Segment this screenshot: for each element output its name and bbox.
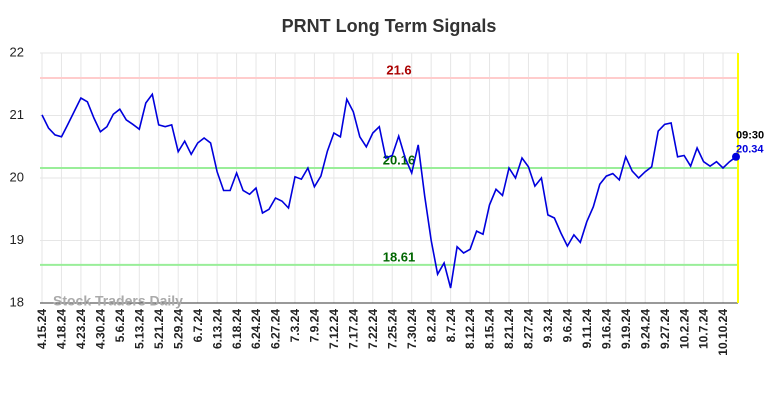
x-tick-label: 7.22.24 [366,309,380,349]
y-tick-label: 20 [10,169,24,184]
x-tick-label: 8.15.24 [483,309,497,349]
x-tick-label: 9.24.24 [638,309,652,349]
last-point [732,152,740,161]
x-tick-label: 9.16.24 [599,309,613,349]
x-tick-label: 6.7.24 [191,309,205,343]
x-tick-label: 4.15.24 [35,309,49,349]
x-tick-label: 7.9.24 [308,309,322,343]
y-tick-label: 22 [10,44,24,59]
x-tick-label: 5.21.24 [152,309,166,349]
watermark: Stock Traders Daily [53,293,183,309]
x-tick-label: 6.18.24 [230,309,244,349]
x-tick-label: 5.6.24 [113,309,127,343]
x-tick-label: 9.19.24 [619,309,633,349]
x-tick-label: 8.7.24 [444,309,458,343]
x-tick-label: 9.27.24 [658,309,672,349]
x-tick-label: 10.2.24 [677,309,691,349]
x-tick-label: 9.11.24 [580,309,594,349]
y-tick-label: 19 [10,232,24,247]
x-tick-label: 9.6.24 [561,309,575,343]
x-tick-label: 9.3.24 [541,309,555,343]
signal-label: 18.61 [383,249,416,264]
x-tick-label: 7.12.24 [327,309,341,349]
signal-label: 20.16 [383,152,416,167]
y-tick-label: 18 [10,294,24,309]
x-tick-label: 10.10.24 [716,309,730,356]
x-tick-label: 8.2.24 [424,309,438,343]
x-tick-label: 7.17.24 [346,309,360,349]
chart-title: PRNT Long Term Signals [282,16,497,36]
x-tick-label: 8.12.24 [463,309,477,349]
x-tick-label: 6.13.24 [210,309,224,349]
last-value: 20.34 [736,144,764,156]
x-tick-label: 7.30.24 [405,309,419,349]
signal-label: 21.6 [386,62,411,77]
x-tick-label: 4.18.24 [55,309,69,349]
x-tick-label: 8.27.24 [522,309,536,349]
x-tick-label: 5.29.24 [171,309,185,349]
x-tick-label: 5.13.24 [132,309,146,349]
x-tick-label: 7.3.24 [288,309,302,343]
x-tick-label: 7.25.24 [385,309,399,349]
x-tick-label: 6.24.24 [249,309,263,349]
y-tick-label: 21 [10,107,24,122]
x-tick-label: 8.21.24 [502,309,516,349]
x-tick-label: 4.30.24 [94,309,108,349]
last-time: 09:30 [736,130,764,142]
x-tick-label: 6.27.24 [269,309,283,349]
price-line [41,92,737,289]
x-tick-label: 4.23.24 [74,309,88,349]
x-tick-label: 10.7.24 [697,309,711,349]
